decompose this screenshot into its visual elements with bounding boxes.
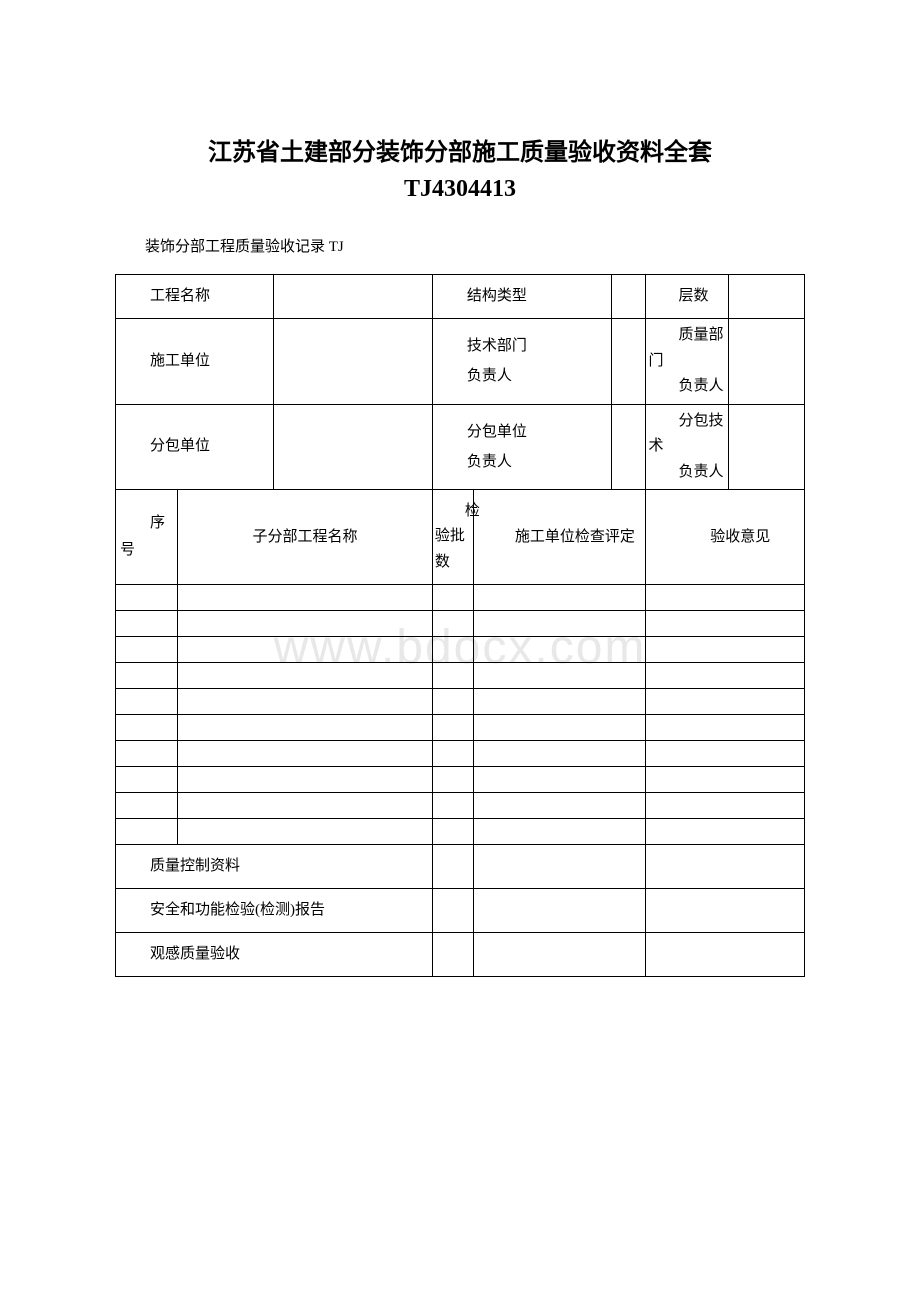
- value-quality-dept: [729, 319, 805, 405]
- label-subcontractor-lead: 分包单位 负责人: [433, 409, 611, 485]
- col-header-eval: 施工单位检查评定: [474, 516, 645, 559]
- header-row-1: 工程名称 结构类型 层数: [116, 275, 805, 319]
- table-row: [116, 585, 805, 611]
- table-row: [116, 663, 805, 689]
- label-structure-type: 结构类型: [433, 275, 611, 318]
- label-safety-inspection: 安全和功能检验(检测)报告: [116, 889, 432, 932]
- label-quality-dept-line2: 负责人: [648, 374, 726, 400]
- label-tech-dept: 技术部门 负责人: [433, 323, 611, 399]
- value-tech-dept: [612, 319, 646, 405]
- value-subcontractor-lead: [612, 404, 646, 490]
- table-row: [116, 819, 805, 845]
- value-floors: [729, 275, 805, 319]
- label-project-name: 工程名称: [116, 275, 273, 318]
- col-header-seq: 序号: [116, 502, 177, 572]
- value-subcontractor: [274, 404, 432, 490]
- page-title: 江苏省土建部分装饰分部施工质量验收资料全套 TJ4304413: [115, 135, 805, 207]
- label-quality-control: 质量控制资料: [116, 845, 432, 888]
- value-construction-unit: [274, 319, 432, 405]
- label-tech-dept-line2: 负责人: [437, 361, 607, 391]
- table-row: [116, 741, 805, 767]
- label-tech-dept-line1: 技术部门: [437, 331, 607, 361]
- table-row: [116, 689, 805, 715]
- footer-row-1: 质量控制资料: [116, 845, 805, 889]
- value-structure-type: [612, 275, 646, 319]
- form-table-container: 工程名称 结构类型 层数 施工单位 技术部门 负责人: [115, 274, 805, 977]
- subtitle: 装饰分部工程质量验收记录 TJ: [115, 235, 805, 256]
- label-quality-dept: 质量部门 负责人: [646, 319, 728, 404]
- col-header-batch: 检验批数: [433, 491, 473, 584]
- value-project-name: [274, 275, 432, 319]
- label-subcontractor: 分包单位: [116, 425, 273, 468]
- header-row-3: 分包单位 分包单位 负责人 分包技术 负责人: [116, 404, 805, 490]
- label-quality-dept-line1: 质量部门: [648, 323, 726, 374]
- title-line-1: 江苏省土建部分装饰分部施工质量验收资料全套: [208, 140, 712, 166]
- label-sub-tech-line2: 负责人: [648, 460, 726, 486]
- label-sub-lead-line1: 分包单位: [437, 417, 607, 447]
- table-row: [116, 715, 805, 741]
- footer-row-3: 观感质量验收: [116, 933, 805, 977]
- header-row-2: 施工单位 技术部门 负责人 质量部门 负责人: [116, 319, 805, 405]
- label-floors: 层数: [646, 280, 728, 314]
- footer-row-2: 安全和功能检验(检测)报告: [116, 889, 805, 933]
- label-visual-quality: 观感质量验收: [116, 933, 432, 976]
- label-sub-tech-line1: 分包技术: [648, 409, 726, 460]
- label-sub-tech: 分包技术 负责人: [646, 405, 728, 490]
- title-line-2: TJ4304413: [404, 176, 516, 202]
- value-sub-tech: [729, 404, 805, 490]
- col-header-opinion: 验收意见: [646, 516, 804, 559]
- table-row: [116, 793, 805, 819]
- table-row: [116, 637, 805, 663]
- label-sub-lead-line2: 负责人: [437, 447, 607, 477]
- form-table: 工程名称 结构类型 层数 施工单位 技术部门 负责人: [115, 274, 805, 977]
- col-header-subproject: 子分部工程名称: [178, 516, 432, 559]
- table-row: [116, 767, 805, 793]
- table-row: [116, 611, 805, 637]
- column-header-row: 序号 子分部工程名称 检验批数 施工单位检查评定 验收意见: [116, 490, 805, 585]
- page-content: 江苏省土建部分装饰分部施工质量验收资料全套 TJ4304413 装饰分部工程质量…: [0, 0, 920, 977]
- label-construction-unit: 施工单位: [116, 340, 273, 383]
